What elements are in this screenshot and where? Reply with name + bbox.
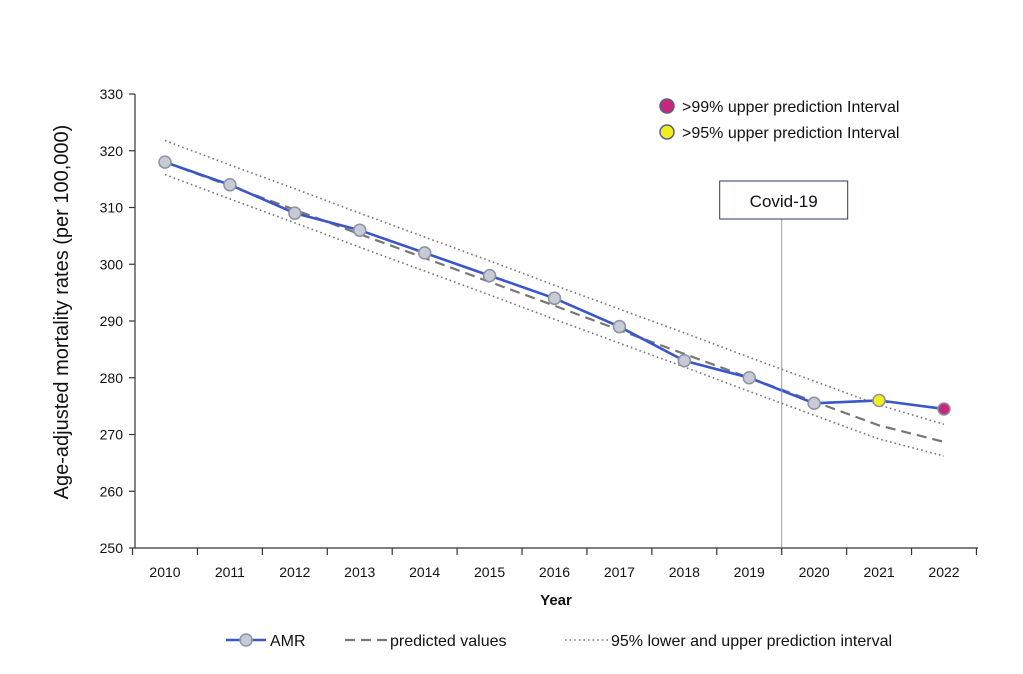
x-tick-label: 2010 [149,564,180,580]
x-tick-label: 2016 [539,564,570,580]
x-tick-label: 2012 [279,564,310,580]
y-tick-label: 260 [100,483,124,499]
amr-point [288,206,302,220]
bottom-legend: AMR predicted values 95% lower and upper p… [226,633,892,650]
x-tick-label: 2020 [799,564,830,580]
x-tick-label: 2019 [734,564,765,580]
x-tick-label: 2013 [344,564,375,580]
amr-point [353,223,367,237]
x-axis-title: Year [540,592,572,609]
x-tick-label: 2014 [409,564,440,580]
plot-area [158,139,951,457]
top-legend: >99% upper prediction Interval >95% upper… [659,98,899,142]
legend-predicted-label: predicted values [390,633,507,650]
y-tick-label: 250 [100,540,124,556]
legend-amr-marker [239,633,253,647]
y-tick-label: 280 [100,370,124,386]
covid-label: Covid-19 [750,192,818,211]
amr-point [742,371,756,385]
amr-highlight-point [872,393,886,408]
amr-point [612,319,627,334]
amr-point [807,396,821,411]
x-tick-label: 2011 [215,564,245,580]
amr-point [547,291,562,306]
x-tick-label: 2015 [474,564,505,580]
top-legend-marker [659,98,675,114]
y-tick-label: 330 [100,86,124,102]
x-tick-label: 2022 [928,564,959,580]
amr-point [223,178,237,192]
x-axis: 2010 2011 2012 2013 2014 2015 2016 2017 2018 2019… [131,547,978,580]
covid-label-box [719,180,849,220]
amr-point [158,155,172,169]
top-legend-label: >99% upper prediction Interval [682,99,899,116]
covid-annotation: Covid-19 [719,180,849,548]
y-tick-label: 310 [100,200,124,216]
x-tick-label: 2021 [864,564,895,580]
legend-amr-label: AMR [270,633,306,650]
y-axis: 250 260 270 280 290 300 310 320 330 [100,86,136,556]
y-tick-label: 300 [100,256,124,272]
x-tick-label: 2018 [669,564,700,580]
prediction-interval-lower-line [164,173,945,457]
y-tick-label: 320 [100,143,124,159]
x-tick-label: 2017 [604,564,635,580]
amr-point [417,246,432,260]
top-legend-marker [659,124,675,140]
y-tick-label: 270 [100,427,124,443]
y-axis-title: Age-adjusted mortality rates (per 100,00… [51,125,73,500]
prediction-interval-upper-line [164,139,945,426]
amr-point [482,268,497,283]
y-tick-label: 290 [100,313,124,329]
amr-point [677,353,692,368]
amr-highlight-point [937,402,951,416]
top-legend-label: >95% upper prediction Interval [682,125,899,142]
legend-interval-label: 95% lower and upper prediction interval [611,633,892,650]
